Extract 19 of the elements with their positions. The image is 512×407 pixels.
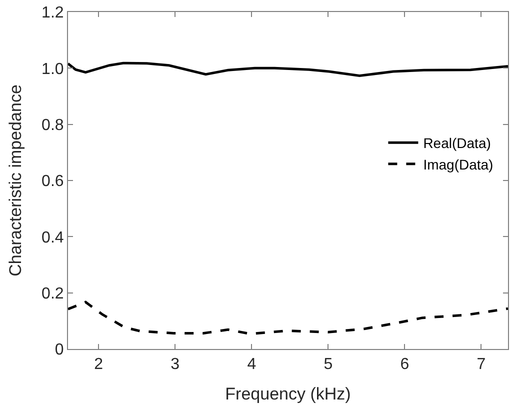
x-tick-label: 6 [400,356,410,374]
y-tick-label: 0.8 [42,116,64,134]
x-axis-title: Frequency (kHz) [225,384,351,404]
x-tick-label: 3 [170,356,180,374]
y-tick-label: 0.4 [42,229,64,246]
line-series [68,62,508,77]
x-tick-label: 4 [247,356,256,374]
x-tick-label: 5 [324,356,333,374]
y-tick-label: 0.2 [42,285,64,302]
y-axis-title: Characteristic impedance [6,84,26,276]
y-tick-label: 1.2 [42,4,64,22]
y-tick-label: 0.6 [42,173,64,190]
legend-label: Imag(Data) [423,156,494,172]
x-tick-label: 7 [476,356,486,374]
y-tick-label: 1.0 [42,60,64,78]
line-series [68,300,508,336]
x-tick-label: 2 [94,356,104,374]
y-tick-label: 0 [54,342,64,359]
legend-label: Real(Data) [423,135,491,152]
